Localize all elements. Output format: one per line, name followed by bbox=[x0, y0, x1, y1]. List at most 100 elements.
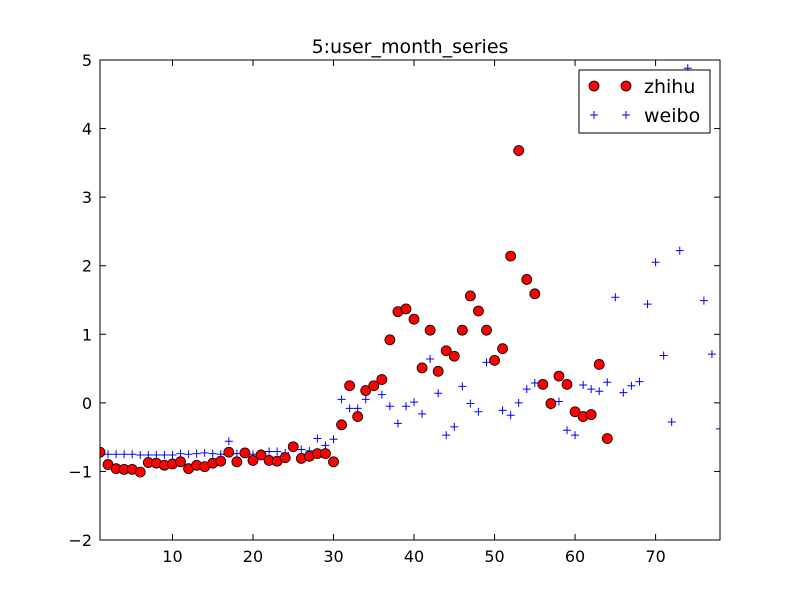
data-point-weibo bbox=[466, 399, 475, 408]
data-point-weibo bbox=[603, 378, 612, 387]
data-point-weibo bbox=[595, 387, 604, 396]
legend-entry-weibo: weibo bbox=[590, 105, 700, 127]
data-point-weibo bbox=[627, 381, 636, 390]
x-tick-label: 60 bbox=[565, 547, 585, 566]
data-point-weibo bbox=[393, 419, 402, 428]
data-point-zhihu bbox=[448, 350, 460, 362]
data-point-zhihu bbox=[255, 449, 267, 461]
data-point-weibo bbox=[611, 293, 620, 302]
data-point-weibo bbox=[498, 406, 507, 415]
x-tick-label: 10 bbox=[162, 547, 182, 566]
data-point-weibo bbox=[458, 382, 467, 391]
data-point-weibo bbox=[474, 407, 483, 416]
data-point-zhihu bbox=[521, 274, 533, 285]
data-point-weibo bbox=[522, 385, 531, 394]
chart-marks bbox=[100, 64, 720, 478]
data-point-weibo bbox=[345, 404, 354, 413]
data-point-zhihu bbox=[440, 345, 452, 357]
data-point-weibo bbox=[675, 246, 684, 255]
data-point-weibo bbox=[200, 448, 209, 457]
plot-area: 10 20 30 40 50 60 70 −2 −1 0 1 2 3 4 5 bbox=[68, 51, 721, 566]
data-point-zhihu bbox=[416, 362, 428, 374]
data-point-weibo bbox=[434, 389, 443, 398]
data-point-weibo bbox=[321, 441, 330, 450]
data-point-zhihu bbox=[408, 313, 420, 325]
data-point-zhihu bbox=[513, 145, 525, 156]
data-point-weibo bbox=[643, 300, 652, 309]
data-point-weibo bbox=[297, 445, 306, 454]
data-point-zhihu bbox=[287, 441, 299, 453]
data-point-weibo bbox=[442, 431, 451, 440]
data-point-weibo bbox=[232, 449, 241, 458]
data-point-zhihu bbox=[464, 290, 476, 302]
data-point-zhihu bbox=[215, 455, 227, 467]
data-point-weibo bbox=[563, 426, 572, 435]
data-point-weibo bbox=[418, 409, 427, 418]
data-point-zhihu bbox=[601, 433, 613, 444]
y-tick-label: 2 bbox=[82, 257, 92, 276]
legend-label-zhihu: zhihu bbox=[644, 76, 695, 98]
data-point-zhihu bbox=[553, 370, 565, 382]
data-point-weibo bbox=[514, 398, 523, 407]
data-point-weibo bbox=[104, 450, 113, 459]
data-point-weibo bbox=[128, 450, 137, 459]
data-point-weibo bbox=[410, 398, 419, 407]
data-point-zhihu bbox=[100, 446, 106, 458]
data-point-zhihu bbox=[456, 324, 468, 336]
y-tick-label: 5 bbox=[82, 51, 92, 70]
data-point-weibo bbox=[160, 450, 169, 459]
data-point-weibo bbox=[136, 450, 145, 459]
data-point-weibo bbox=[152, 450, 161, 459]
y-tick-label: 3 bbox=[82, 188, 92, 207]
data-point-weibo bbox=[273, 447, 282, 456]
data-point-zhihu bbox=[328, 456, 339, 468]
legend-label-weibo: weibo bbox=[644, 105, 700, 127]
data-point-zhihu bbox=[368, 380, 380, 392]
data-point-zhihu bbox=[384, 334, 396, 346]
y-tick-label: 0 bbox=[82, 394, 92, 413]
data-point-zhihu bbox=[400, 303, 412, 315]
data-point-zhihu bbox=[175, 456, 186, 468]
data-point-weibo bbox=[184, 450, 193, 459]
legend-marker-weibo bbox=[622, 111, 630, 119]
data-point-zhihu bbox=[352, 411, 364, 422]
data-point-weibo bbox=[377, 390, 386, 399]
data-point-zhihu bbox=[424, 324, 436, 336]
data-point-weibo bbox=[401, 402, 410, 411]
data-point-weibo bbox=[329, 435, 338, 444]
data-point-zhihu bbox=[585, 409, 597, 420]
data-point-zhihu bbox=[239, 447, 251, 459]
data-point-zhihu bbox=[320, 448, 331, 460]
data-point-zhihu bbox=[360, 385, 372, 396]
x-tick-label: 40 bbox=[404, 547, 424, 566]
data-point-zhihu bbox=[231, 456, 243, 468]
y-tick-label: 4 bbox=[82, 120, 92, 139]
data-point-weibo bbox=[337, 395, 346, 404]
data-point-weibo bbox=[426, 354, 435, 363]
data-point-weibo bbox=[716, 424, 720, 433]
x-tick-label: 70 bbox=[645, 547, 665, 566]
chart-title: 5:user_month_series bbox=[312, 36, 509, 58]
data-point-zhihu bbox=[336, 419, 347, 431]
data-point-zhihu bbox=[223, 446, 235, 458]
data-point-weibo bbox=[224, 437, 233, 446]
data-point-weibo bbox=[659, 351, 668, 360]
data-point-weibo bbox=[530, 378, 539, 387]
data-point-weibo bbox=[651, 258, 660, 267]
data-point-weibo bbox=[361, 395, 370, 404]
data-point-zhihu bbox=[432, 365, 444, 377]
x-tick-label: 50 bbox=[484, 547, 504, 566]
data-point-weibo bbox=[353, 404, 362, 413]
data-point-zhihu bbox=[561, 378, 573, 390]
data-point-zhihu bbox=[481, 324, 492, 336]
x-tick-label: 20 bbox=[243, 547, 263, 566]
y-tick-label: −1 bbox=[68, 462, 92, 481]
data-point-zhihu bbox=[344, 380, 356, 392]
data-point-zhihu bbox=[473, 305, 484, 317]
legend: zhihu weibo bbox=[578, 69, 711, 134]
data-point-zhihu bbox=[247, 455, 259, 466]
legend-box bbox=[578, 69, 711, 134]
data-point-weibo bbox=[554, 397, 563, 406]
data-point-weibo bbox=[619, 388, 628, 397]
